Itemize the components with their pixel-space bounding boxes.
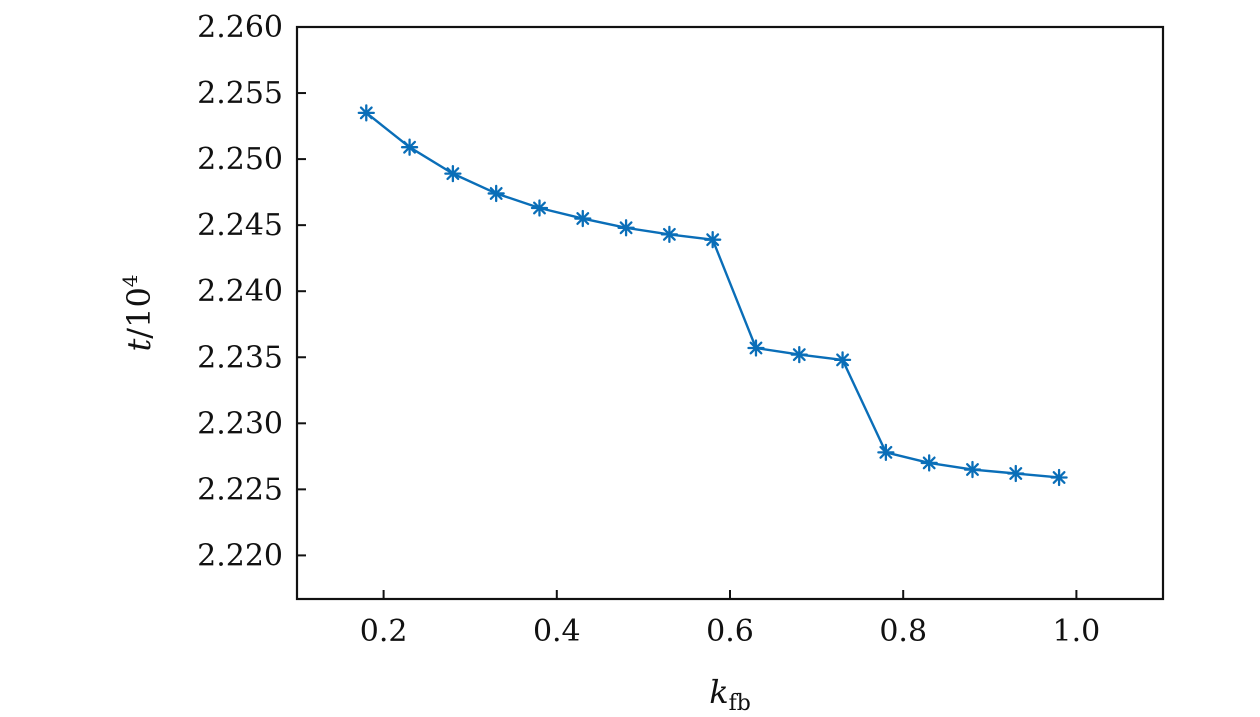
y-axis-label-main: t <box>120 339 158 352</box>
data-point <box>833 351 852 369</box>
x-tick-label: 0.8 <box>879 614 927 649</box>
data-point <box>1007 464 1025 483</box>
y-tick-label: 2.235 <box>197 340 283 375</box>
x-axis-label-main: k <box>709 673 728 711</box>
y-tick-label: 2.250 <box>197 142 283 177</box>
x-tick-label: 0.4 <box>533 614 581 649</box>
y-tick-label: 2.255 <box>197 76 283 111</box>
data-point <box>617 219 635 237</box>
series-line <box>365 111 1060 479</box>
x-tick-label: 0.2 <box>360 614 408 649</box>
y-tick-label: 2.225 <box>197 472 283 507</box>
plot-frame <box>295 25 1165 601</box>
data-point <box>790 345 808 364</box>
y-axis-label-sep: /10 <box>120 287 158 339</box>
data-point <box>1050 468 1068 487</box>
series-markers <box>357 104 1068 487</box>
y-tick-label: 2.220 <box>197 538 283 573</box>
y-tick-label: 2.230 <box>197 406 283 441</box>
y-axis-ticks: 2.220 2.225 2.230 2.235 2.240 2.245 2.250 2.255… <box>197 10 306 573</box>
data-point <box>704 231 722 249</box>
data-point <box>357 104 375 122</box>
data-point <box>747 339 765 357</box>
x-axis-ticks: 0.2 0.4 0.6 0.8 1.0 <box>360 590 1101 649</box>
y-tick-label: 2.240 <box>197 274 283 309</box>
data-point <box>400 138 419 156</box>
y-axis-label: t/104 <box>118 274 158 351</box>
y-tick-label: 2.260 <box>197 10 283 45</box>
data-point <box>963 460 982 479</box>
x-tick-label: 1.0 <box>1053 614 1101 649</box>
data-point <box>660 225 679 244</box>
data-point <box>487 184 505 203</box>
y-tick-label: 2.245 <box>197 208 283 243</box>
data-point <box>920 454 938 472</box>
data-point <box>530 199 549 217</box>
data-point <box>444 164 462 183</box>
data-point <box>574 209 592 228</box>
x-axis-label: kfb <box>709 673 751 716</box>
data-point <box>877 443 895 462</box>
x-tick-label: 0.6 <box>706 614 754 649</box>
y-axis-label-sup: 4 <box>118 274 142 287</box>
x-axis-label-sub: fb <box>729 691 751 716</box>
